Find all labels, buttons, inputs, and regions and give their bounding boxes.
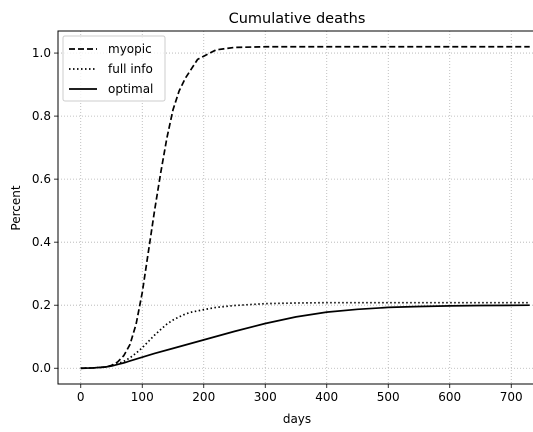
legend-label: optimal [108, 82, 153, 96]
x-tick-label: 400 [315, 390, 338, 404]
chart-title: Cumulative deaths [229, 11, 366, 27]
x-tick-label: 0 [77, 390, 85, 404]
x-tick-label: 100 [131, 390, 154, 404]
axis-ticks: 0 100 200 300 400 500 600 700 0.0 0.2 0.4 0.6 0.8 1.0 [32, 46, 523, 404]
legend-label: myopic [108, 42, 152, 56]
x-tick-label: 500 [377, 390, 400, 404]
y-tick-label: 0.2 [32, 298, 51, 312]
y-axis-title: Percent [9, 185, 23, 230]
grid-lines [58, 31, 533, 384]
x-axis-title: days [283, 412, 311, 426]
y-tick-label: 0.0 [32, 361, 51, 375]
y-tick-label: 1.0 [32, 46, 51, 60]
x-tick-label: 200 [192, 390, 215, 404]
legend-box [62, 35, 166, 102]
x-tick-label: 700 [500, 390, 523, 404]
y-tick-label: 0.8 [32, 109, 51, 123]
x-tick-label: 300 [254, 390, 277, 404]
legend-label: full info [108, 62, 153, 76]
plot-series [80, 45, 530, 370]
x-tick-label: 600 [438, 390, 461, 404]
legend: myopic full info optimal [62, 35, 166, 102]
y-tick-label: 0.6 [32, 172, 51, 186]
y-tick-label: 0.4 [32, 235, 51, 249]
plot-frame [57, 30, 533, 385]
series-line-full-info [80, 301, 530, 370]
series-line-optimal [80, 304, 530, 370]
series-line-myopic [80, 45, 530, 370]
